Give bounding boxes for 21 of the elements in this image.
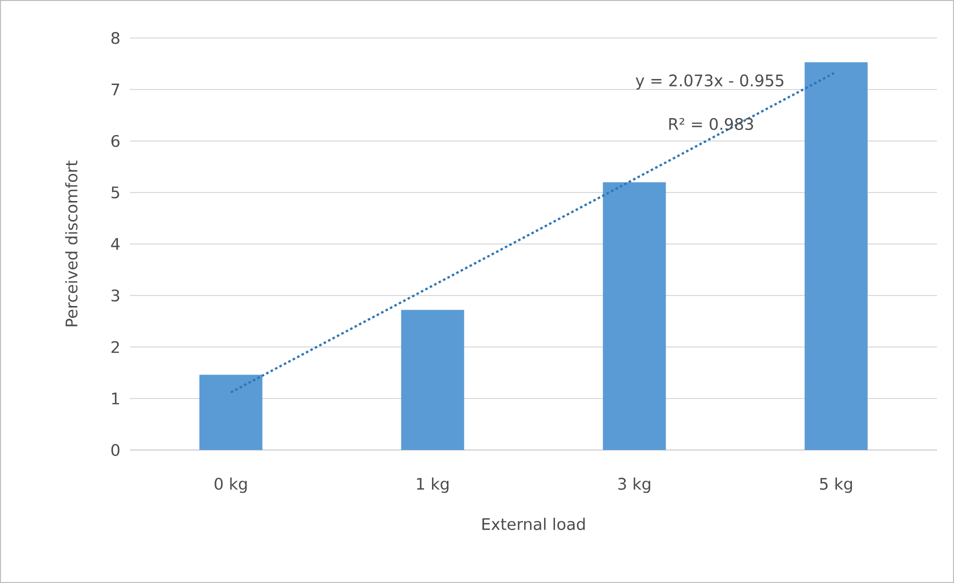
y-axis-title: Perceived discomfort: [65, 160, 78, 326]
y-tick-label: 3: [112, 289, 120, 302]
x-axis-title: External load: [482, 518, 585, 530]
y-tick-label: 5: [112, 186, 120, 198]
x-tick-label: 0 kg: [214, 478, 247, 493]
bar: [401, 310, 464, 450]
y-tick-label: 1: [112, 392, 120, 404]
y-tick-label: 0: [111, 444, 120, 456]
x-tick-label: 1 kg: [417, 478, 448, 493]
y-tick-label: 6: [111, 134, 120, 148]
bar: [602, 182, 666, 450]
y-tick-label: 2: [112, 341, 119, 353]
line-series: [230, 70, 838, 394]
y-tick-label: 7: [112, 84, 120, 96]
annotation: y = 2.073x - 0.955: [636, 74, 784, 90]
bar: [804, 62, 868, 450]
x-tick-label: 3 kg: [618, 478, 650, 493]
y-tick-label: 8: [111, 32, 120, 44]
y-tick-label: 4: [111, 238, 120, 250]
x-tick-label: 5 kg: [820, 478, 852, 493]
bar: [199, 374, 262, 450]
